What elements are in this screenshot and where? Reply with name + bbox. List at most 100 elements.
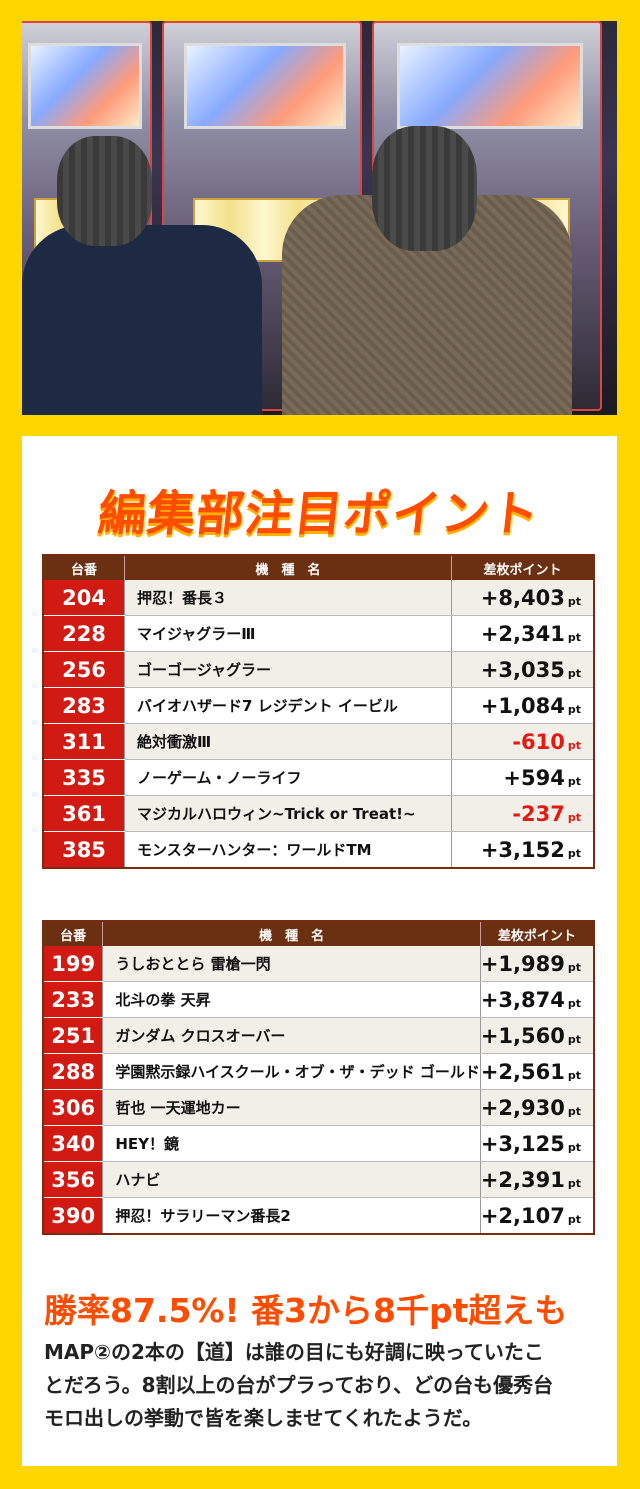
machine-number: 283 bbox=[43, 687, 125, 724]
machine-name: マジカルハロウィン~Trick or Treat!~ bbox=[124, 795, 452, 832]
table-row: 251 ガンダム クロスオーバー +1,560 pt bbox=[43, 1017, 594, 1054]
point-value-cell: +1,560 pt bbox=[479, 1017, 594, 1054]
table-row: 390 押忍！サラリーマン番長2 +2,107 pt bbox=[43, 1197, 594, 1235]
machine-number: 204 bbox=[43, 580, 125, 616]
player-right-head bbox=[372, 126, 477, 251]
machine-number: 306 bbox=[43, 1089, 103, 1126]
machine-name: 押忍！サラリーマン番長2 bbox=[102, 1197, 481, 1235]
point-unit: pt bbox=[567, 996, 581, 1010]
machine-table-2: 台番 機 種 名 差枚ポイント 199 うしおととら 雷槍一閃 +1,989 pt 23… bbox=[42, 920, 595, 1235]
point-value: +2,107 bbox=[480, 1203, 565, 1228]
point-value: -237 bbox=[512, 801, 565, 826]
machine-number: 288 bbox=[43, 1053, 103, 1090]
point-value: +3,152 bbox=[480, 837, 565, 862]
column-header-name: 機 種 名 bbox=[102, 921, 481, 946]
machine-number: 251 bbox=[43, 1017, 103, 1054]
machine-number: 256 bbox=[43, 651, 125, 688]
column-header-points: 差枚ポイント bbox=[451, 555, 594, 580]
point-unit: pt bbox=[567, 666, 581, 680]
point-value-cell: +1,989 pt bbox=[479, 946, 594, 982]
machine-number: 228 bbox=[43, 615, 125, 652]
point-value-cell: +2,341 pt bbox=[451, 615, 594, 652]
point-unit: pt bbox=[567, 738, 581, 752]
machine-name: ゴーゴージャグラー bbox=[124, 651, 452, 688]
machine-name: ガンダム クロスオーバー bbox=[102, 1017, 481, 1054]
point-unit: pt bbox=[567, 1176, 581, 1190]
machine-name: 絶対衝激Ⅲ bbox=[124, 723, 452, 760]
summary-headline: 勝率87.5%! 番3から8千pt超えも bbox=[44, 1291, 568, 1330]
machine-screen bbox=[396, 43, 584, 129]
point-value-cell: +1,084 pt bbox=[451, 687, 594, 724]
point-value: +3,874 bbox=[480, 987, 565, 1012]
column-header-points: 差枚ポイント bbox=[480, 921, 594, 946]
table-row: 199 うしおととら 雷槍一閃 +1,989 pt bbox=[43, 946, 594, 982]
table-row: 335 ノーゲーム・ノーライフ +594 pt bbox=[43, 759, 594, 796]
point-unit: pt bbox=[567, 846, 581, 860]
machine-name: 哲也 一天運地カー bbox=[102, 1089, 481, 1126]
machine-number: 361 bbox=[43, 795, 125, 832]
table-row: 361 マジカルハロウィン~Trick or Treat!~ -237 pt bbox=[43, 795, 594, 832]
point-value: +3,035 bbox=[480, 657, 565, 682]
point-unit: pt bbox=[567, 960, 581, 974]
point-value: +2,341 bbox=[480, 621, 565, 646]
table-row: 340 HEY！鏡 +3,125 pt bbox=[43, 1125, 594, 1162]
machine-number: 390 bbox=[43, 1197, 103, 1235]
point-value-cell: +2,561 pt bbox=[479, 1053, 594, 1090]
point-value: -610 bbox=[512, 729, 565, 754]
point-value-cell: -610 pt bbox=[451, 723, 594, 760]
point-unit: pt bbox=[567, 1032, 581, 1046]
point-value-cell: +3,125 pt bbox=[479, 1125, 594, 1162]
machine-name: 学園黙示録ハイスクール・オブ・ザ・デッド ゴールド bbox=[102, 1053, 481, 1090]
point-unit: pt bbox=[567, 630, 581, 644]
point-value: +3,125 bbox=[480, 1131, 565, 1156]
machine-name: HEY！鏡 bbox=[102, 1125, 481, 1162]
machine-name: ハナビ bbox=[102, 1161, 481, 1198]
summary-line: とだろう。8割以上の台がプラっており、どの台も優秀台 bbox=[44, 1373, 554, 1397]
table-row: 288 学園黙示録ハイスクール・オブ・ザ・デッド ゴールド +2,561 pt bbox=[43, 1053, 594, 1090]
section-heading: 編集部注目ポイント bbox=[95, 486, 543, 542]
point-value-cell: +3,035 pt bbox=[451, 651, 594, 688]
machine-screen bbox=[183, 43, 347, 129]
table-row: 204 押忍！番長３ +8,403 pt bbox=[43, 580, 594, 616]
point-value: +2,930 bbox=[480, 1095, 565, 1120]
point-unit: pt bbox=[567, 1140, 581, 1154]
point-value-cell: +2,391 pt bbox=[479, 1161, 594, 1198]
machine-number: 385 bbox=[43, 831, 125, 869]
point-value: +1,084 bbox=[480, 693, 565, 718]
summary-line: MAP②の2本の【道】は誰の目にも好調に映っていたこ bbox=[44, 1340, 544, 1364]
point-value-cell: +8,403 pt bbox=[451, 580, 594, 616]
machine-number: 311 bbox=[43, 723, 125, 760]
machine-number: 340 bbox=[43, 1125, 103, 1162]
summary-text: MAP②の2本の【道】は誰の目にも好調に映っていたこ とだろう。8割以上の台がプ… bbox=[44, 1336, 604, 1435]
table-row: 311 絶対衝激Ⅲ -610 pt bbox=[43, 723, 594, 760]
table-row: 233 北斗の拳 天昇 +3,874 pt bbox=[43, 981, 594, 1018]
table-row: 385 モンスターハンター：ワールドTM +3,152 pt bbox=[43, 831, 594, 869]
summary-line: モロ出しの挙動で皆を楽しませてくれたようだ。 bbox=[44, 1406, 483, 1430]
point-value: +8,403 bbox=[480, 585, 565, 610]
point-value: +594 bbox=[503, 765, 565, 790]
player-left bbox=[22, 225, 262, 415]
machine-name: 押忍！番長３ bbox=[124, 580, 452, 616]
machine-number: 199 bbox=[43, 946, 103, 982]
table-row: 283 バイオハザード7 レジデント イービル +1,084 pt bbox=[43, 687, 594, 724]
point-unit: pt bbox=[567, 702, 581, 716]
machine-number: 356 bbox=[43, 1161, 103, 1198]
table-row: 356 ハナビ +2,391 pt bbox=[43, 1161, 594, 1198]
point-value-cell: +3,874 pt bbox=[479, 981, 594, 1018]
point-unit: pt bbox=[567, 1068, 581, 1082]
point-value-cell: -237 pt bbox=[451, 795, 594, 832]
column-header-name: 機 種 名 bbox=[124, 555, 452, 580]
info-panel: 編集部注目ポイント 台番 機 種 名 差枚ポイント 204 押忍！番長３ +8,40… bbox=[22, 436, 617, 1466]
machine-table-1: 台番 機 種 名 差枚ポイント 204 押忍！番長３ +8,403 pt 228 マイジャ… bbox=[42, 554, 595, 869]
point-value: +1,560 bbox=[480, 1023, 565, 1048]
point-value-cell: +594 pt bbox=[451, 759, 594, 796]
point-value: +1,989 bbox=[480, 951, 565, 976]
machine-number: 335 bbox=[43, 759, 125, 796]
table-row: 228 マイジャグラーⅢ +2,341 pt bbox=[43, 615, 594, 652]
player-left-head bbox=[57, 136, 152, 246]
machine-screen bbox=[27, 43, 143, 129]
machine-name: ノーゲーム・ノーライフ bbox=[124, 759, 452, 796]
table-row: 306 哲也 一天運地カー +2,930 pt bbox=[43, 1089, 594, 1126]
point-value: +2,391 bbox=[480, 1167, 565, 1192]
